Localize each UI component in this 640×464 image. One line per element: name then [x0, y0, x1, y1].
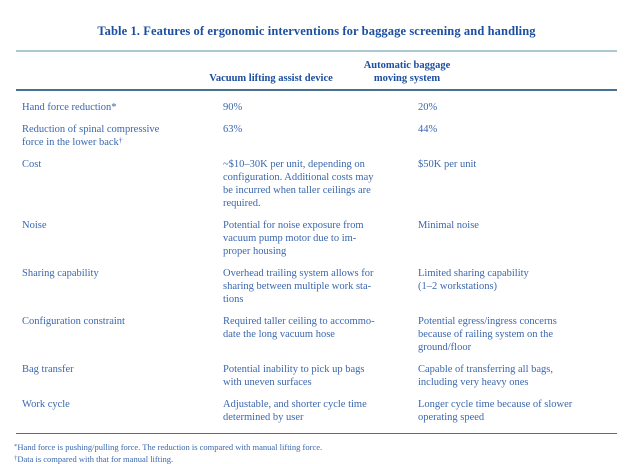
column-header-vacuum: Vacuum lifting assist device: [209, 73, 333, 84]
automatic-cell: 20%: [418, 102, 438, 113]
top-rule: [16, 50, 617, 52]
vacuum-cell: ~$10–30K per unit, depending on configur…: [223, 159, 374, 209]
automatic-cell: Potential egress/ingress concerns becaus…: [418, 316, 557, 353]
vacuum-cell: 90%: [223, 102, 243, 113]
header-rule: [16, 89, 617, 91]
automatic-cell: Longer cycle time because of slower oper…: [418, 399, 573, 423]
feature-label: Noise: [22, 220, 47, 231]
automatic-cell: Limited sharing capability (1–2 workstat…: [418, 268, 529, 292]
automatic-cell: Minimal noise: [418, 220, 479, 231]
vacuum-cell: Required taller ceiling to accommo- date…: [223, 316, 375, 340]
vacuum-cell: Potential inability to pick up bags with…: [223, 364, 365, 388]
table-title: Table 1. Features of ergonomic intervent…: [97, 24, 536, 38]
bottom-rule: [16, 433, 617, 434]
vacuum-cell: Potential for noise exposure from vacuum…: [223, 220, 364, 257]
vacuum-cell: Adjustable, and shorter cycle time deter…: [223, 399, 367, 423]
table-figure: Table 1. Features of ergonomic intervent…: [14, 0, 617, 464]
automatic-cell: $50K per unit: [418, 159, 477, 170]
table-row-noise: Noise Potential for noise exposure from …: [16, 219, 617, 258]
automatic-cell: Capable of transferring all bags, includ…: [418, 364, 553, 388]
table-row-configuration: Configuration constraint Required taller…: [16, 315, 617, 354]
automatic-cell: 44%: [418, 124, 438, 135]
footnote-hand-force: *Hand force is pushing/pulling force. Th…: [14, 442, 323, 452]
table-body: Hand force reduction* 90% 20% Reduction …: [16, 91, 617, 424]
table-row-bag-transfer: Bag transfer Potential inability to pick…: [16, 363, 617, 389]
asterisk-marker: *: [14, 443, 18, 451]
feature-label: Reduction of spinal compressive force in…: [22, 124, 160, 148]
footnote-data-comparison: †Data is compared with that for manual l…: [14, 454, 174, 464]
feature-label: Cost: [22, 159, 42, 170]
feature-label: Sharing capability: [22, 268, 99, 279]
footnote-marker: †: [118, 135, 123, 145]
table-row-cost: Cost ~$10–30K per unit, depending on con…: [16, 158, 617, 210]
table-row-sharing: Sharing capability Overhead trailing sys…: [16, 267, 617, 306]
table-footnotes: *Hand force is pushing/pulling force. Th…: [14, 441, 617, 464]
vacuum-cell: Overhead trailing system allows for shar…: [223, 268, 374, 305]
feature-label: Hand force reduction*: [22, 102, 117, 113]
dagger-marker: †: [14, 455, 18, 463]
feature-label: Bag transfer: [22, 364, 74, 375]
feature-label: Work cycle: [22, 399, 70, 410]
table-row-hand-force: Hand force reduction* 90% 20%: [16, 101, 617, 114]
vacuum-cell: 63%: [223, 124, 243, 135]
feature-label: Configuration constraint: [22, 316, 125, 327]
table-header-row: Vacuum lifting assist device Automatic b…: [16, 52, 617, 89]
column-header-automatic: Automatic baggage moving system: [363, 60, 451, 84]
table-row-spinal-force: Reduction of spinal compressive force in…: [16, 123, 617, 149]
table-row-work-cycle: Work cycle Adjustable, and shorter cycle…: [16, 398, 617, 424]
